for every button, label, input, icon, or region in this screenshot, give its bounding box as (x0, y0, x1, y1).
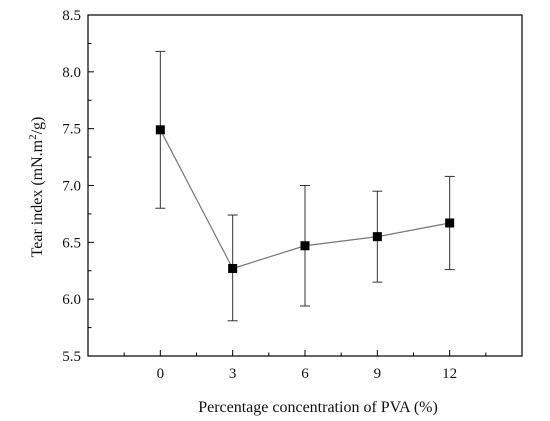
x-axis-title: Percentage concentration of PVA (%) (198, 399, 438, 416)
data-markers (155, 125, 455, 273)
x-tick-label: 6 (301, 366, 309, 382)
error-bars (155, 50, 455, 322)
y-tick-label: 6.0 (62, 292, 81, 308)
x-axis-ticks: 0 3 6 9 12 (123, 350, 487, 382)
x-tick-label: 0 (157, 366, 165, 382)
y-axis-title-superscript: 2 (27, 134, 39, 140)
x-tick-label: 9 (374, 366, 382, 382)
data-point-marker (228, 263, 238, 273)
data-point-marker (372, 232, 382, 242)
y-axis-title-main: Tear index (mN.m (29, 139, 46, 257)
x-tick-label: 12 (442, 366, 457, 382)
y-tick-label: 7.0 (62, 179, 81, 195)
y-tick-label: 8.5 (62, 8, 81, 24)
y-axis-title-tail: /g) (29, 117, 46, 135)
y-axis-title: Tear index (mN.m2/g) (27, 117, 46, 258)
y-tick-label: 8.0 (62, 65, 81, 81)
data-point-marker (300, 241, 310, 251)
data-point-marker (445, 218, 455, 228)
y-tick-label: 5.5 (62, 349, 81, 365)
x-tick-label: 3 (229, 366, 237, 382)
y-tick-label: 6.5 (62, 235, 81, 251)
y-tick-label: 7.5 (62, 122, 81, 138)
y-axis-ticks: 5.5 6.0 6.5 7.0 7.5 8.0 8.5 (62, 8, 94, 365)
data-point-marker (155, 125, 165, 135)
